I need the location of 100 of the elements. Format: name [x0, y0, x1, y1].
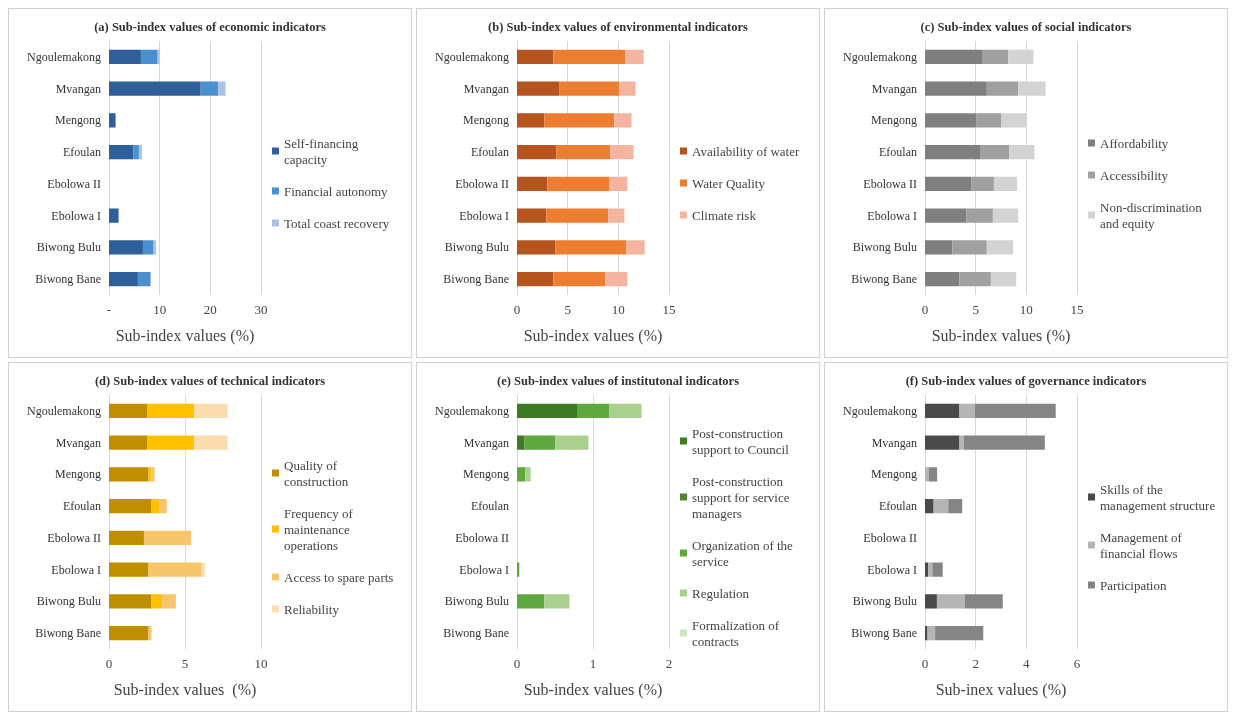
chart-title: (a) Sub-index values of economic indicators	[94, 19, 326, 34]
y-tick-label: Ebolowa II	[47, 530, 101, 545]
bar	[925, 625, 928, 641]
bar	[109, 467, 149, 482]
bar	[964, 594, 1003, 609]
y-tick-label: Ngoulemakong	[843, 49, 917, 64]
legend-label: Quality of construction	[284, 457, 349, 489]
y-tick-label: Biwong Bane	[443, 626, 509, 641]
x-tick-label: -	[106, 302, 112, 317]
bar	[109, 562, 149, 577]
y-tick-label: Biwong Bane	[35, 272, 101, 287]
y-tick-label: Mvangan	[463, 81, 509, 96]
y-tick-label: Ebolowa I	[51, 208, 101, 223]
bar	[971, 176, 994, 192]
y-tick-label: Efoulan	[63, 145, 101, 160]
bar	[525, 467, 531, 482]
y-tick-label: Biwong Bane	[851, 272, 917, 287]
y-tick-label: Biwong Bulu	[444, 594, 509, 609]
legend-label: Regulation	[692, 585, 750, 601]
bar	[109, 530, 144, 546]
bar	[148, 562, 202, 577]
bar	[547, 176, 610, 192]
x-tick-label: 15	[1070, 302, 1084, 317]
legend-label: Availability of water	[692, 143, 800, 159]
bar	[517, 467, 526, 482]
y-tick-label: Biwong Bane	[35, 626, 101, 641]
bar	[933, 498, 949, 514]
bar	[109, 271, 138, 287]
legend-label: Skills of the management structure	[1100, 481, 1216, 513]
bar	[974, 403, 1056, 419]
y-tick-label: Ngoulemakong	[27, 403, 101, 418]
legend-label: Non-discrimination and equity	[1100, 199, 1206, 231]
bar	[147, 435, 195, 450]
bar	[517, 176, 548, 192]
bar	[619, 81, 636, 96]
y-tick-label: Ebolowa I	[867, 562, 917, 577]
x-tick-label: 15	[662, 302, 676, 317]
bar	[157, 49, 160, 65]
bar	[625, 49, 644, 65]
y-tick-label: Biwong Bulu	[444, 240, 509, 255]
bar	[963, 435, 1045, 450]
legend-label: Total coast recovery	[284, 215, 390, 231]
legend-label: Access to spare parts	[284, 569, 394, 585]
y-tick-label: Biwong Bulu	[36, 594, 101, 609]
legend-label: Post-construction support to Council	[692, 425, 790, 457]
x-tick-label: 10	[254, 656, 268, 671]
chart-title: (c) Sub-index values of social indicators	[920, 19, 1132, 34]
x-tick-label: 10	[153, 302, 167, 317]
bar	[109, 403, 147, 419]
y-tick-label: Ebolowa I	[867, 208, 917, 223]
bar	[517, 113, 545, 128]
bar	[948, 498, 963, 514]
bar	[993, 176, 1018, 192]
bar	[109, 81, 201, 96]
bar	[966, 208, 993, 223]
y-tick-label: Mengong	[871, 113, 917, 128]
y-tick-label: Efoulan	[879, 145, 917, 160]
bar	[928, 562, 933, 577]
chart-title: (f) Sub-index values of governance indicators	[905, 373, 1147, 388]
bar	[109, 625, 149, 641]
bar	[925, 176, 972, 192]
bar	[952, 240, 987, 255]
bar	[194, 403, 228, 419]
bar	[109, 113, 116, 128]
bar	[151, 594, 163, 609]
y-tick-label: Efoulan	[471, 145, 509, 160]
y-tick-label: Ebolowa II	[863, 176, 917, 191]
x-tick-label: 4	[1023, 656, 1031, 671]
bar	[109, 208, 119, 223]
legend-label: Financial autonomy	[284, 183, 389, 199]
x-axis-title: Sub-index values (%)	[113, 680, 257, 699]
bar	[980, 144, 1010, 160]
bar	[137, 271, 151, 287]
bar	[986, 81, 1019, 96]
x-axis-title: Sub-inex values (%)	[935, 680, 1067, 699]
y-tick-label: Ebolowa I	[459, 562, 509, 577]
x-axis-title: Sub-index values (%)	[523, 680, 663, 699]
legend-label: Self-financing capacity	[284, 135, 362, 167]
bar	[928, 467, 938, 482]
bar	[556, 144, 611, 160]
bar	[517, 240, 556, 255]
bar	[925, 49, 983, 65]
x-tick-label: 5	[181, 656, 189, 671]
y-tick-label: Mengong	[55, 113, 101, 128]
bar	[517, 208, 547, 223]
y-tick-label: Ebolowa II	[47, 176, 101, 191]
y-tick-label: Biwong Bulu	[36, 240, 101, 255]
bar	[133, 144, 139, 160]
y-tick-label: Mengong	[463, 467, 509, 482]
bar	[147, 403, 195, 419]
y-tick-label: Mengong	[871, 467, 917, 482]
x-tick-label: 0	[513, 656, 521, 671]
bar	[925, 271, 960, 287]
bar	[546, 208, 609, 223]
legend-label: Affordability	[1100, 135, 1169, 151]
y-tick-label: Efoulan	[63, 499, 101, 514]
x-tick-label: 6	[1073, 656, 1081, 671]
bar	[162, 594, 176, 609]
bar	[982, 49, 1009, 65]
bar	[925, 144, 981, 160]
